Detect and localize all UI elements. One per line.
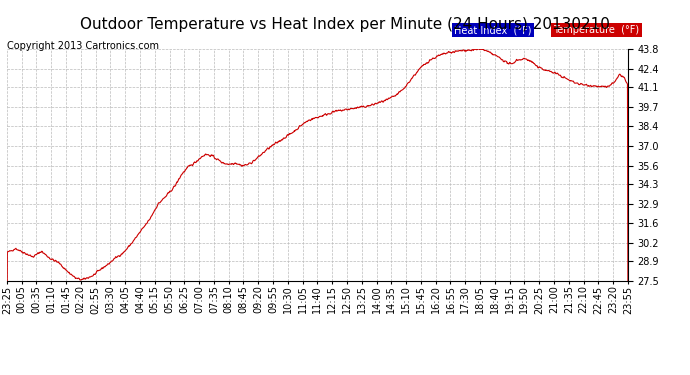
- Text: Heat Index  (°F): Heat Index (°F): [454, 25, 531, 35]
- Text: Temperature  (°F): Temperature (°F): [553, 25, 640, 35]
- Text: Copyright 2013 Cartronics.com: Copyright 2013 Cartronics.com: [7, 41, 159, 51]
- Text: Outdoor Temperature vs Heat Index per Minute (24 Hours) 20130210: Outdoor Temperature vs Heat Index per Mi…: [80, 17, 610, 32]
